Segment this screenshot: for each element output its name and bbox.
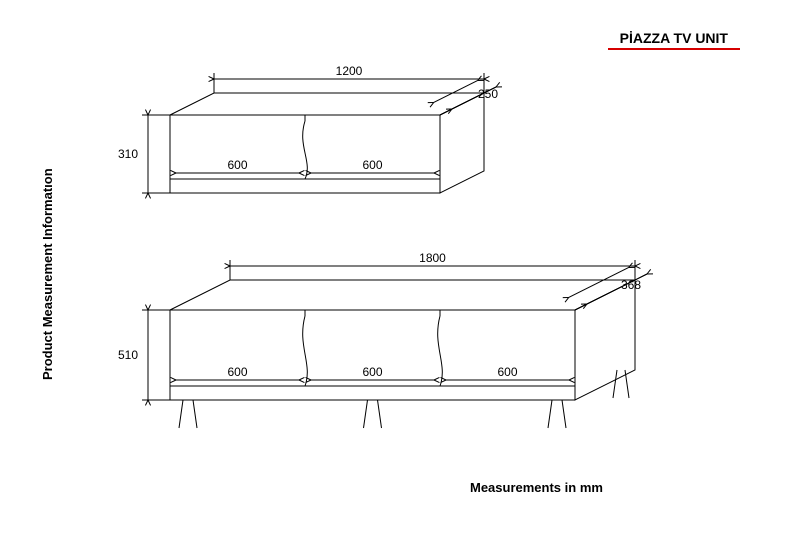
technical-drawing: 1200 250 310 600 600 1800 368 510 600 600 600: [0, 0, 800, 533]
svg-text:368: 368: [621, 278, 641, 292]
svg-text:250: 250: [478, 87, 498, 101]
svg-text:1200: 1200: [336, 64, 363, 78]
svg-text:600: 600: [227, 365, 247, 379]
svg-text:600: 600: [497, 365, 517, 379]
svg-text:600: 600: [362, 365, 382, 379]
svg-text:600: 600: [362, 158, 382, 172]
svg-text:310: 310: [118, 147, 138, 161]
svg-text:1800: 1800: [419, 251, 446, 265]
svg-text:510: 510: [118, 348, 138, 362]
svg-text:600: 600: [227, 158, 247, 172]
